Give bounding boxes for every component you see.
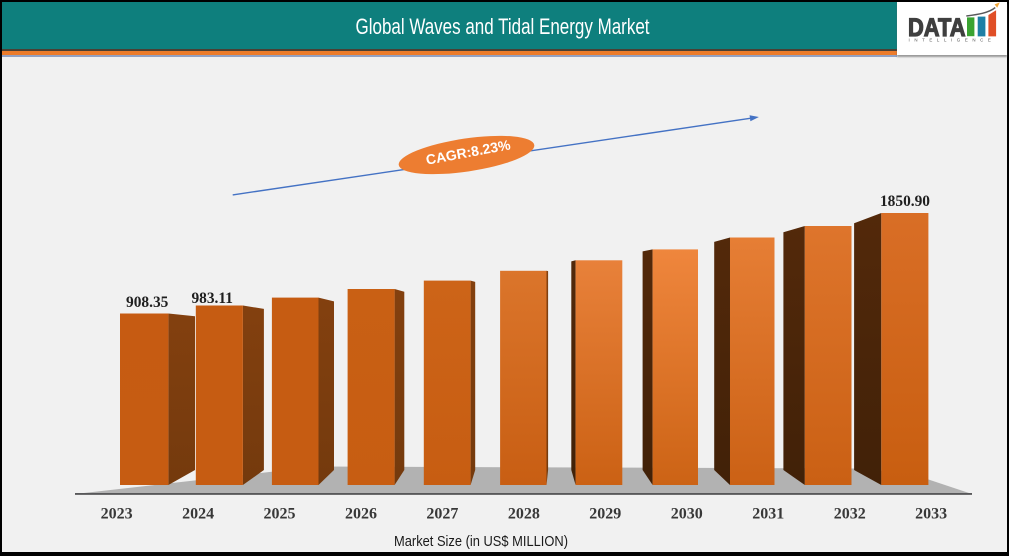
svg-text:2029: 2029 bbox=[589, 506, 621, 523]
svg-text:2024: 2024 bbox=[182, 506, 214, 523]
svg-text:2023: 2023 bbox=[101, 506, 133, 523]
svg-text:1850.90: 1850.90 bbox=[880, 193, 930, 210]
svg-text:908.35: 908.35 bbox=[126, 294, 169, 311]
svg-text:2032: 2032 bbox=[834, 506, 866, 523]
svg-text:2027: 2027 bbox=[426, 506, 458, 523]
svg-text:Market Size (in US$ MILLION): Market Size (in US$ MILLION) bbox=[394, 533, 568, 550]
svg-text:Global Waves and Tidal Energy: Global Waves and Tidal Energy Market bbox=[356, 14, 650, 39]
svg-text:2030: 2030 bbox=[671, 506, 703, 523]
svg-text:2025: 2025 bbox=[264, 506, 296, 523]
svg-text:DATA: DATA bbox=[908, 14, 966, 42]
svg-text:983.11: 983.11 bbox=[191, 290, 232, 307]
svg-text:INTELLIGENCE: INTELLIGENCE bbox=[909, 37, 996, 42]
svg-text:2026: 2026 bbox=[345, 506, 377, 523]
svg-text:2033: 2033 bbox=[915, 506, 947, 523]
svg-text:2031: 2031 bbox=[752, 506, 784, 523]
svg-text:2028: 2028 bbox=[508, 506, 540, 523]
